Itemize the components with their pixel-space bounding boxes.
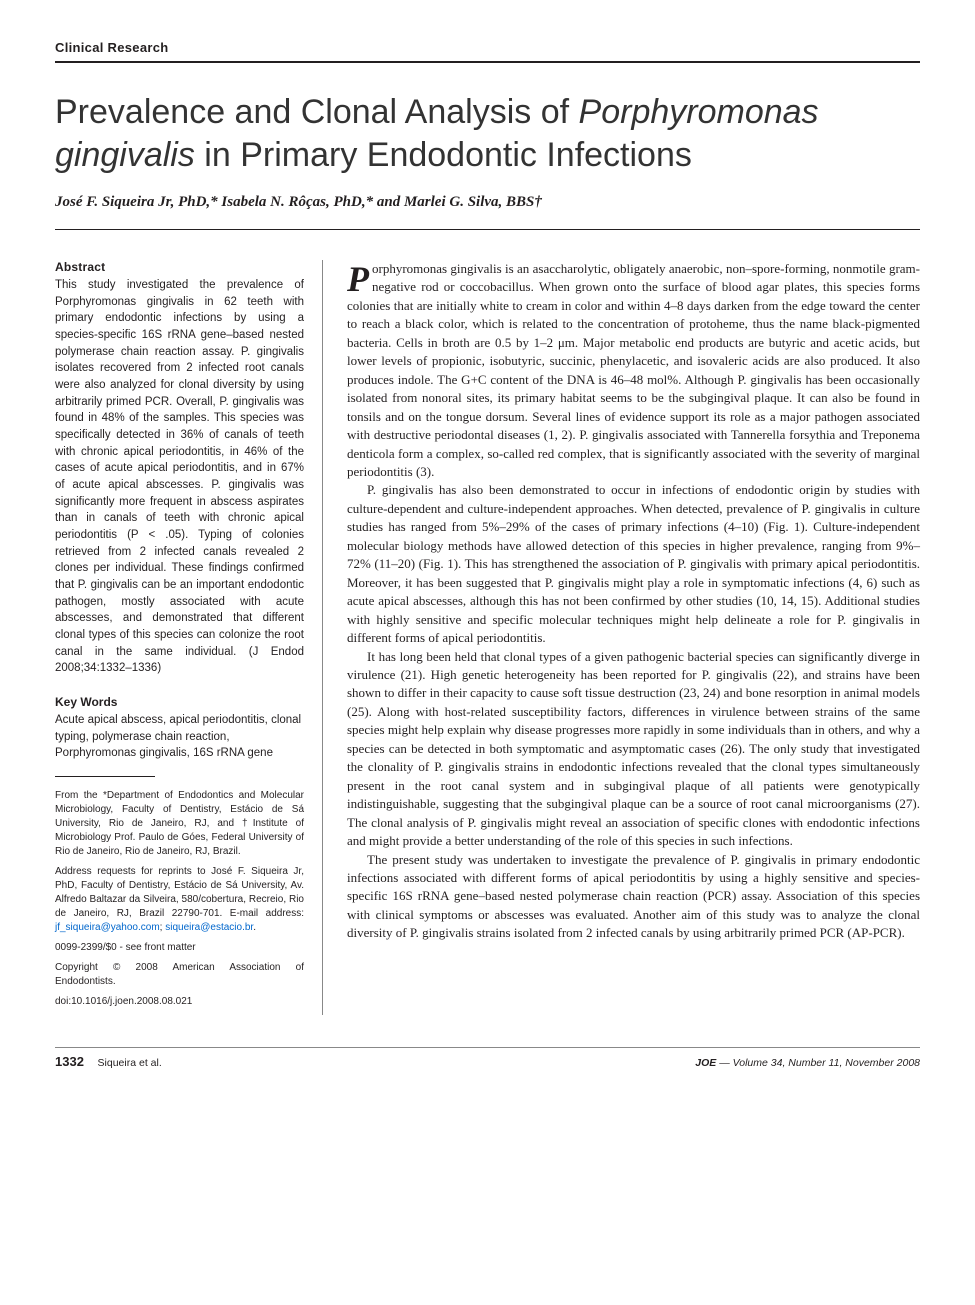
authors-text: José F. Siqueira Jr, PhD,* Isabela N. Rô…	[55, 194, 542, 210]
keywords-heading: Key Words	[55, 695, 304, 709]
right-column: Porphyromonas gingivalis is an asaccharo…	[347, 260, 920, 1015]
paragraph-3: It has long been held that clonal types …	[347, 648, 920, 851]
page-footer: 1332 Siqueira et al. JOE — Volume 34, Nu…	[55, 1047, 920, 1069]
affiliation-1: From the *Department of Endodontics and …	[55, 789, 304, 859]
affil2-pre: Address requests for reprints to José F.…	[55, 866, 304, 919]
affil2-post: .	[253, 922, 256, 933]
title-post: in Primary Endodontic Infections	[195, 136, 692, 174]
pagenum-value: 1332	[55, 1054, 84, 1069]
footer-authors: Siqueira et al.	[98, 1057, 162, 1069]
title-pre: Prevalence and Clonal Analysis of	[55, 93, 579, 131]
para1-text: orphyromonas gingivalis is an asaccharol…	[347, 261, 920, 479]
page-number: 1332 Siqueira et al.	[55, 1054, 162, 1069]
affiliation-2: Address requests for reprints to José F.…	[55, 865, 304, 935]
affiliation-5: doi:10.1016/j.joen.2008.08.021	[55, 995, 304, 1009]
affiliation-3: 0099-2399/$0 - see front matter	[55, 941, 304, 955]
paragraph-2: P. gingivalis has also been demonstrated…	[347, 481, 920, 647]
email-link-2[interactable]: siqueira@estacio.br	[165, 922, 253, 933]
paragraph-4: The present study was undertaken to inve…	[347, 851, 920, 943]
paragraph-1: Porphyromonas gingivalis is an asaccharo…	[347, 260, 920, 481]
abstract-body: This study investigated the prevalence o…	[55, 277, 304, 677]
authors-line: José F. Siqueira Jr, PhD,* Isabela N. Rô…	[55, 194, 920, 230]
divider-line	[55, 776, 155, 777]
footer-journal: JOE — Volume 34, Number 11, November 200…	[695, 1057, 920, 1069]
journal-issue: — Volume 34, Number 11, November 2008	[716, 1057, 920, 1069]
section-label: Clinical Research	[55, 40, 920, 63]
email-link-1[interactable]: jf_siqueira@yahoo.com	[55, 922, 160, 933]
article-title: Prevalence and Clonal Analysis of Porphy…	[55, 91, 920, 176]
left-column: Abstract This study investigated the pre…	[55, 260, 323, 1015]
abstract-heading: Abstract	[55, 260, 304, 274]
two-column-layout: Abstract This study investigated the pre…	[55, 260, 920, 1015]
journal-abbrev: JOE	[695, 1057, 716, 1069]
affiliation-4: Copyright © 2008 American Association of…	[55, 961, 304, 989]
dropcap: P	[347, 260, 372, 295]
keywords-body: Acute apical abscess, apical periodontit…	[55, 712, 304, 762]
